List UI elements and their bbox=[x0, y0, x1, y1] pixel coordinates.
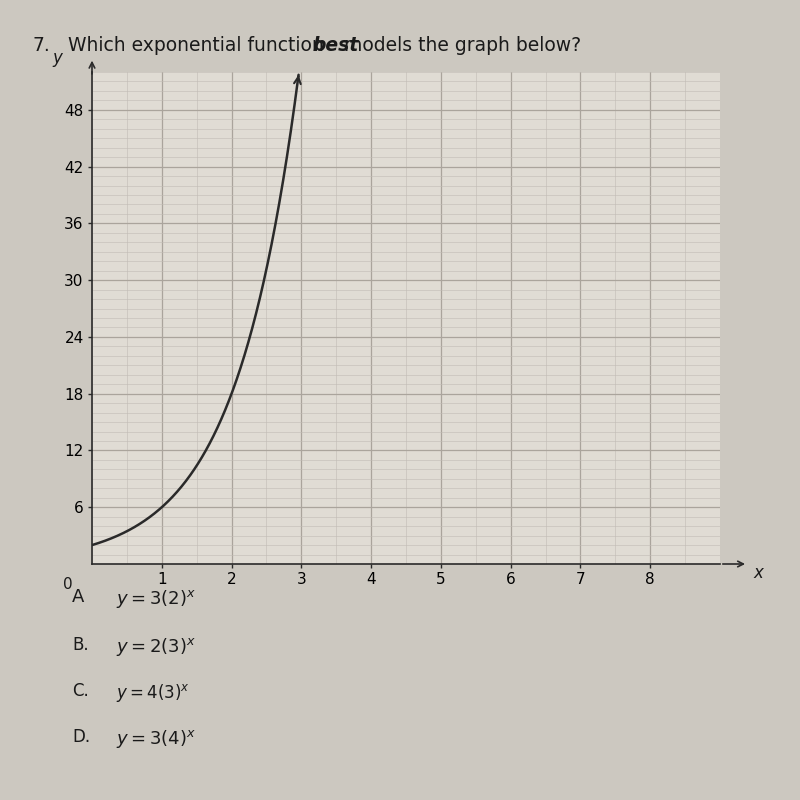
Text: C.: C. bbox=[72, 682, 89, 699]
Text: $y = 3(4)^x$: $y = 3(4)^x$ bbox=[116, 728, 196, 750]
Text: 7.: 7. bbox=[32, 36, 50, 55]
Text: $y = 4(3)^x$: $y = 4(3)^x$ bbox=[116, 682, 190, 704]
Text: best: best bbox=[312, 36, 358, 55]
Text: 0: 0 bbox=[62, 578, 72, 592]
Text: y: y bbox=[52, 49, 62, 67]
Text: models the graph below?: models the graph below? bbox=[338, 36, 582, 55]
Text: $y = 3(2)^x$: $y = 3(2)^x$ bbox=[116, 588, 196, 610]
Text: x: x bbox=[754, 565, 763, 582]
Text: Which exponential function: Which exponential function bbox=[68, 36, 330, 55]
Text: A: A bbox=[72, 588, 84, 606]
Text: D.: D. bbox=[72, 728, 90, 746]
Text: $y = 2(3)^x$: $y = 2(3)^x$ bbox=[116, 636, 196, 658]
Text: B.: B. bbox=[72, 636, 89, 654]
